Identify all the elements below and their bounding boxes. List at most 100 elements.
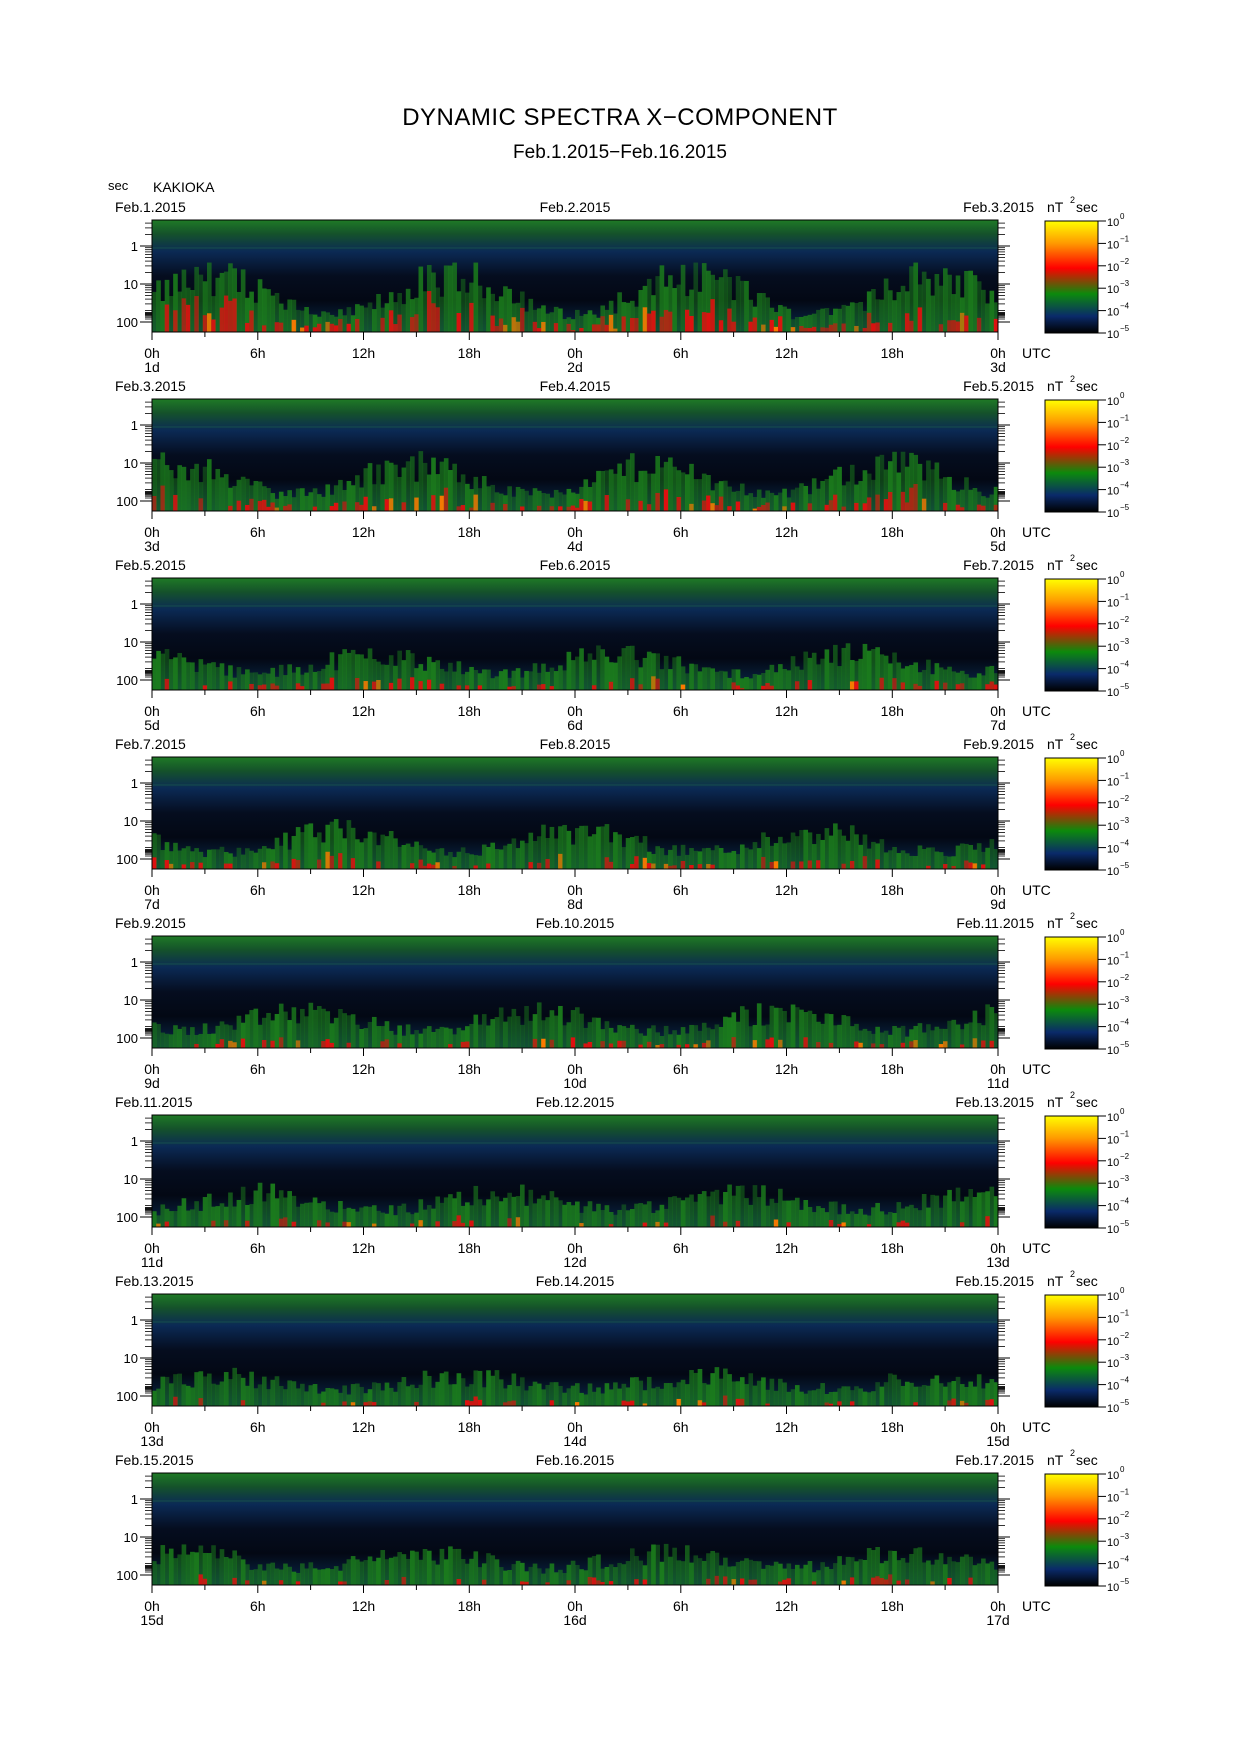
activity-band: [541, 1195, 546, 1227]
activity-band: [156, 280, 161, 332]
activity-band: [621, 1204, 627, 1227]
activity-band: [456, 291, 462, 332]
activity-band: [219, 1381, 225, 1406]
activity-band: [261, 846, 267, 869]
x-tick-label: 12h: [775, 1419, 798, 1435]
activity-band: [266, 1193, 271, 1227]
y-tick-label: 100: [116, 494, 138, 509]
activity-band: [228, 263, 233, 332]
activity-band: [752, 842, 758, 869]
activity-band: [346, 481, 352, 511]
x-tick-label: 0h: [567, 1598, 583, 1614]
activity-band: [718, 277, 724, 332]
activity-band: [651, 863, 656, 869]
activity-band: [249, 1010, 254, 1048]
activity-band: [642, 1390, 648, 1406]
activity-band: [659, 265, 665, 332]
colorbar: [1044, 936, 1099, 1050]
activity-band: [194, 1201, 199, 1227]
activity-band: [486, 1553, 491, 1585]
y-tick-label: 100: [116, 673, 138, 688]
colorbar-unit-suffix: sec: [1076, 1273, 1098, 1289]
activity-band: [833, 1201, 838, 1227]
activity-band: [164, 842, 170, 869]
activity-band: [786, 1222, 792, 1227]
activity-band: [249, 1204, 254, 1227]
activity-band: [283, 1389, 288, 1406]
activity-band: [401, 1035, 407, 1048]
activity-band: [549, 826, 555, 869]
y-tick-label: 10: [124, 1351, 138, 1366]
activity-band: [782, 1382, 787, 1406]
activity-band: [625, 499, 631, 511]
activity-band: [672, 466, 677, 511]
activity-band: [896, 1379, 902, 1406]
activity-band: [659, 848, 665, 869]
activity-band: [833, 644, 838, 690]
activity-band: [583, 1206, 589, 1227]
activity-band: [739, 678, 745, 690]
activity-band: [202, 1376, 208, 1406]
activity-band: [261, 862, 267, 869]
activity-band: [883, 1382, 889, 1406]
activity-band: [253, 1569, 259, 1585]
activity-band: [511, 670, 517, 690]
activity-band: [608, 662, 614, 690]
activity-band: [659, 316, 665, 332]
activity-band: [164, 1553, 170, 1585]
activity-band: [684, 854, 690, 869]
activity-band: [194, 1034, 199, 1048]
activity-band: [291, 1007, 297, 1048]
activity-band: [367, 648, 373, 690]
activity-band: [384, 1382, 390, 1406]
activity-band: [473, 262, 479, 332]
activity-band: [820, 1383, 825, 1406]
activity-band: [570, 1205, 576, 1227]
activity-band: [909, 1553, 914, 1585]
activity-band: [849, 464, 855, 511]
activity-band: [448, 265, 453, 332]
activity-band: [701, 848, 707, 869]
x-tick-label: 12h: [352, 703, 375, 719]
activity-band: [312, 837, 318, 869]
x-unit-label: UTC: [1022, 345, 1051, 361]
activity-band: [359, 1207, 364, 1227]
activity-band: [875, 494, 880, 511]
activity-band: [587, 310, 593, 332]
activity-band: [773, 672, 779, 690]
activity-band: [841, 647, 847, 690]
x-tick-label: 18h: [881, 1061, 904, 1077]
activity-band: [494, 301, 500, 332]
activity-band: [291, 835, 297, 869]
activity-band: [955, 504, 961, 511]
colorbar-tick-exp: 0: [1120, 1286, 1125, 1295]
activity-band: [896, 1222, 902, 1227]
activity-band: [723, 1557, 728, 1585]
activity-band: [803, 327, 809, 332]
activity-band: [236, 1555, 242, 1585]
activity-band: [278, 322, 284, 332]
activity-band: [883, 1214, 889, 1227]
activity-band: [871, 649, 876, 690]
activity-band: [837, 1223, 842, 1227]
activity-band: [947, 1189, 952, 1227]
activity-band: [926, 278, 931, 332]
activity-band: [866, 1030, 872, 1048]
activity-band: [215, 849, 221, 869]
activity-band: [676, 1044, 682, 1048]
activity-band: [198, 1398, 204, 1406]
x-tick-label: 12h: [775, 345, 798, 361]
activity-band: [558, 1385, 563, 1406]
activity-band: [152, 1022, 157, 1048]
activity-band: [355, 1559, 360, 1585]
activity-band: [380, 1212, 386, 1227]
activity-band: [604, 1383, 610, 1406]
activity-band: [295, 667, 301, 690]
x-unit-label: UTC: [1022, 1419, 1051, 1435]
y-tick-label: 1: [131, 418, 138, 433]
activity-band: [761, 293, 766, 332]
activity-band: [236, 479, 242, 511]
activity-band: [274, 863, 280, 869]
activity-band: [507, 288, 512, 332]
activity-band: [228, 863, 233, 869]
